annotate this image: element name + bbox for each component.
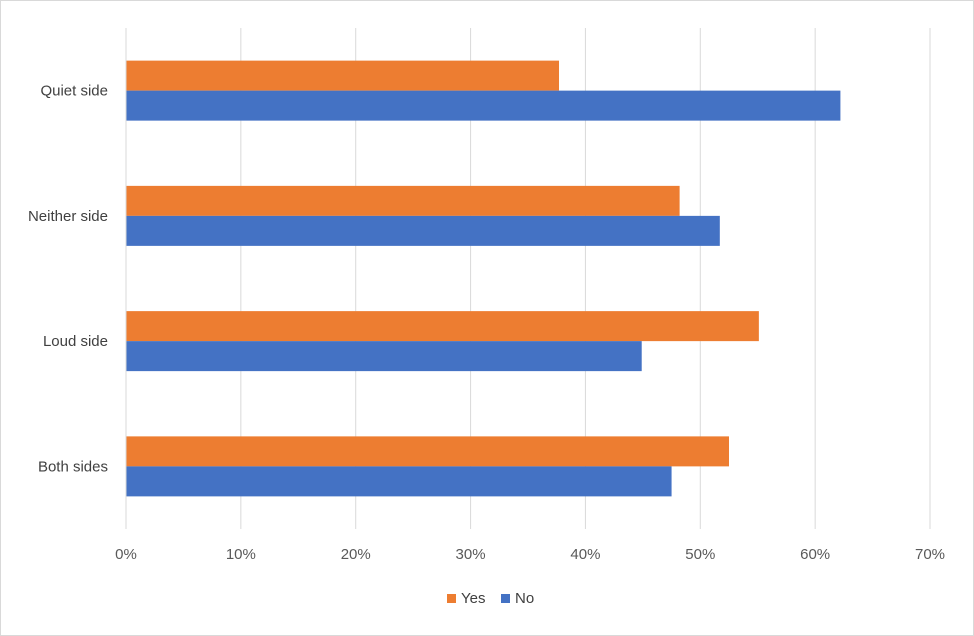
x-tick-label: 30%: [456, 546, 486, 563]
bar-no-quiet-side: [126, 90, 841, 121]
x-tick-label: 20%: [341, 546, 371, 563]
x-tick-label: 60%: [800, 546, 830, 563]
category-label: Loud side: [43, 333, 108, 350]
x-axis-tick-labels: 0% 10% 20% 30% 40% 50% 60% 70%: [115, 546, 945, 563]
legend-label-no: No: [515, 590, 534, 607]
category-label: Neither side: [28, 208, 108, 225]
x-tick-label: 70%: [915, 546, 945, 563]
bar-yes-neither-side: [126, 185, 680, 216]
bar-yes-loud-side: [126, 311, 759, 342]
x-tick-label: 50%: [685, 546, 715, 563]
legend-swatch-yes: [447, 594, 456, 603]
x-tick-label: 10%: [226, 546, 256, 563]
x-tick-label: 0%: [115, 546, 137, 563]
bar-no-loud-side: [126, 341, 642, 372]
legend-label-yes: Yes: [461, 590, 485, 607]
bar-yes-both-sides: [126, 436, 729, 467]
y-axis-category-labels: Quiet side Neither side Loud side Both side…: [28, 83, 108, 476]
bar-no-both-sides: [126, 466, 672, 497]
category-label: Both sides: [38, 458, 108, 475]
legend: Yes No: [447, 590, 534, 607]
bars: [126, 60, 841, 497]
legend-swatch-no: [501, 594, 510, 603]
bar-no-neither-side: [126, 215, 720, 246]
category-label: Quiet side: [40, 83, 108, 100]
x-tick-label: 40%: [570, 546, 600, 563]
bar-yes-quiet-side: [126, 60, 560, 91]
